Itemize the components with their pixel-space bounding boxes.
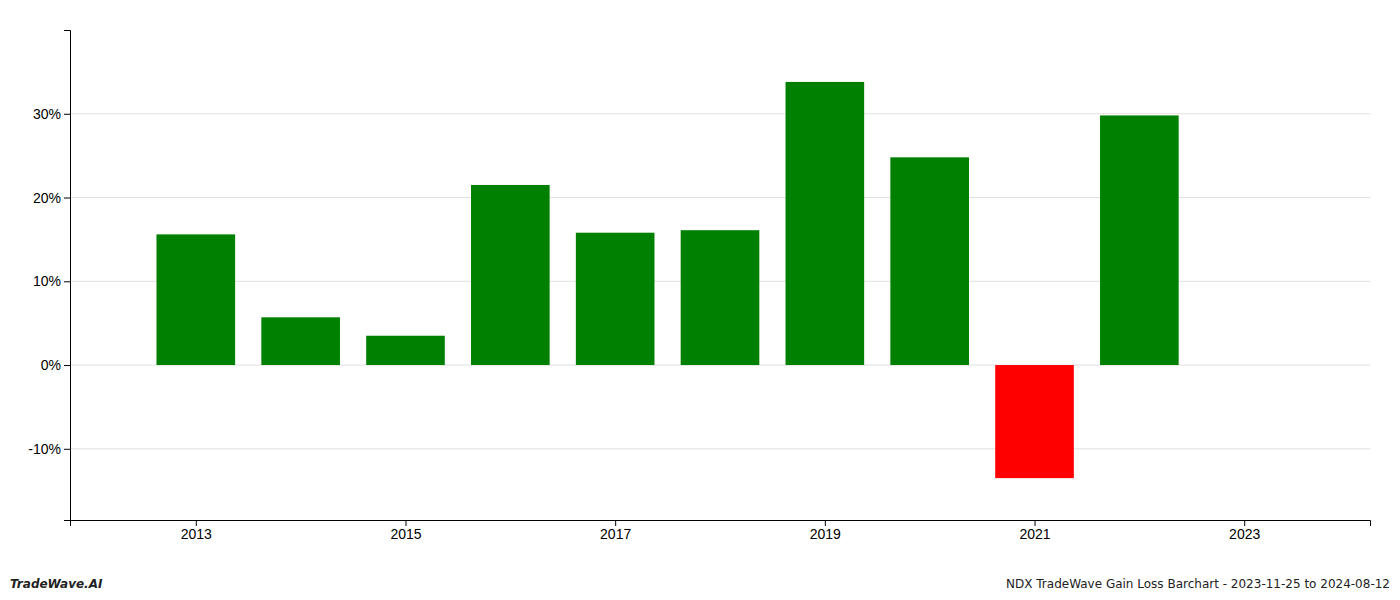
- plot: -10% 0% 10% 20% 30% 2013 2015 2017 2019 2021 2023: [28, 31, 1370, 542]
- bar: [471, 185, 550, 365]
- y-tick-mark: [64, 449, 70, 450]
- bar: [786, 82, 865, 365]
- y-tick: 30%: [33, 106, 70, 122]
- y-tick-mark: [64, 114, 70, 115]
- x-tick-label: 2021: [1019, 526, 1050, 542]
- chart: -10% 0% 10% 20% 30% 2013 2015 2017 2019 2021 2023 T…: [0, 0, 1400, 600]
- bar: [681, 230, 760, 365]
- bar: [576, 233, 655, 365]
- x-tick-label: 2017: [600, 526, 631, 542]
- x-tick: 2023: [1229, 520, 1260, 542]
- x-tick: 2013: [181, 520, 212, 542]
- y-tick-label: 10%: [33, 273, 61, 289]
- y-tick-label: 20%: [33, 190, 61, 206]
- x-axis: 2013 2015 2017 2019 2021 2023: [71, 520, 1371, 542]
- bar: [890, 157, 969, 365]
- footer-text: TradeWave.AI: [10, 577, 103, 591]
- bar: [995, 365, 1074, 478]
- y-tick: 10%: [33, 273, 70, 289]
- bar: [1100, 115, 1179, 365]
- x-tick: 2015: [390, 520, 421, 542]
- bar: [366, 336, 445, 365]
- y-tick-label: 0%: [41, 357, 61, 373]
- y-tick-mark: [64, 198, 70, 199]
- x-tick-label: 2023: [1229, 526, 1260, 542]
- grid: [70, 114, 1370, 449]
- grid-line: [70, 448, 1370, 449]
- x-axis-line: [71, 521, 1371, 527]
- y-tick: -10%: [28, 441, 70, 457]
- y-tick-mark: [64, 365, 70, 366]
- x-tick: 2017: [600, 520, 631, 542]
- y-tick: 0%: [41, 357, 70, 373]
- bar: [261, 317, 340, 365]
- y-tick-label: 30%: [33, 106, 61, 122]
- x-tick-label: 2019: [810, 526, 841, 542]
- y-axis: -10% 0% 10% 20% 30%: [28, 31, 70, 521]
- footer-text: NDX TradeWave Gain Loss Barchart - 2023-…: [1006, 577, 1390, 591]
- bar: [156, 234, 235, 365]
- y-tick-label: -10%: [28, 441, 61, 457]
- y-tick: 20%: [33, 190, 70, 206]
- y-axis-line: [64, 31, 71, 521]
- grid-line: [70, 113, 1370, 114]
- x-tick-label: 2013: [181, 526, 212, 542]
- bars: [156, 82, 1178, 478]
- x-tick: 2021: [1019, 520, 1050, 542]
- x-tick: 2019: [810, 520, 841, 542]
- x-tick-label: 2015: [390, 526, 421, 542]
- y-tick-mark: [64, 281, 70, 282]
